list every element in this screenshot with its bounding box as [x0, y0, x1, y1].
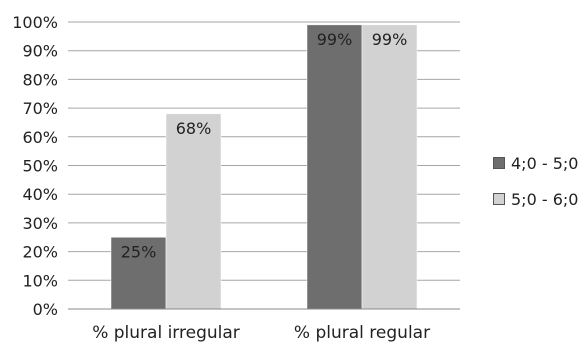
- y-tick-label: 50%: [22, 157, 58, 176]
- y-tick-label: 30%: [22, 214, 58, 233]
- y-tick-label: 10%: [22, 271, 58, 290]
- data-label: 99%: [317, 30, 353, 49]
- legend-item-series-2: 5;0 - 6;0: [493, 188, 578, 210]
- x-axis-categories: % plural irregular % plural regular: [92, 323, 430, 343]
- legend: 4;0 - 5;0 5;0 - 6;0: [493, 152, 578, 224]
- legend-swatch-series-2: [493, 193, 505, 205]
- y-tick-label: 70%: [22, 99, 58, 118]
- y-tick-label: 60%: [22, 128, 58, 147]
- x-category-label: % plural regular: [294, 323, 430, 343]
- bar-1-2: [306, 24, 363, 310]
- legend-label-series-2: 5;0 - 6;0: [511, 189, 579, 209]
- data-label: 68%: [176, 119, 212, 138]
- legend-swatch-series-1: [493, 157, 505, 169]
- y-tick-label: 20%: [22, 243, 58, 262]
- bar-1-1: [110, 237, 167, 310]
- y-tick-label: 100%: [12, 13, 58, 32]
- y-tick-label: 80%: [22, 70, 58, 89]
- data-label: 99%: [372, 30, 408, 49]
- y-tick-label: 40%: [22, 185, 58, 204]
- data-label: 25%: [121, 242, 157, 261]
- legend-item-series-1: 4;0 - 5;0: [493, 152, 578, 174]
- data-labels: 25% 68% 99% 99%: [121, 30, 408, 261]
- bars: [110, 24, 418, 310]
- bar-2-1: [165, 113, 222, 310]
- y-tick-label: 90%: [22, 42, 58, 61]
- legend-label-series-1: 4;0 - 5;0: [511, 153, 579, 173]
- bar-2-2: [361, 24, 418, 310]
- y-tick-label: 0%: [33, 300, 58, 319]
- x-category-label: % plural irregular: [92, 323, 240, 343]
- y-axis-ticks: 0% 10% 20% 30% 40% 50% 60% 70% 80% 90% 100%: [12, 13, 58, 319]
